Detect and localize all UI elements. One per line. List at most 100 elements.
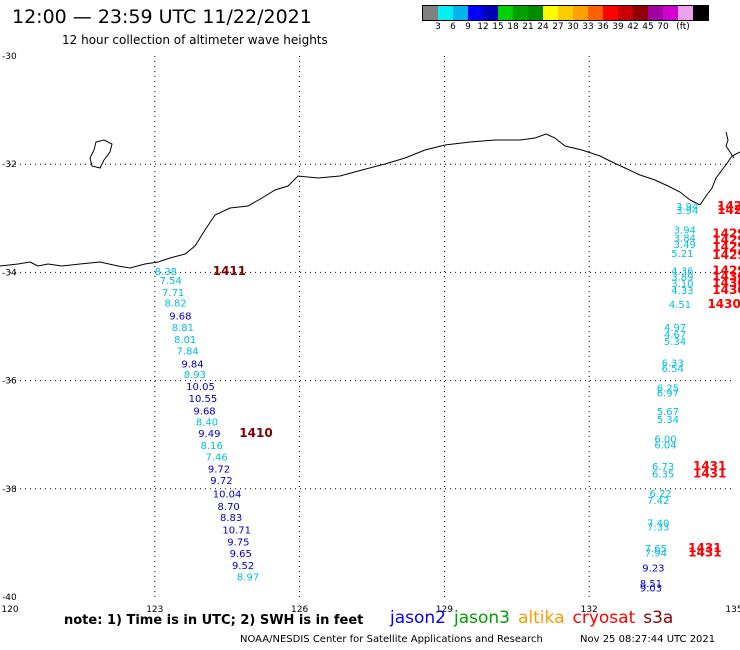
wave-height-value: 6.25 [657,384,679,395]
wave-height-value: 10.55 [189,394,218,405]
legend-label: 45 [642,22,654,32]
legend-swatch-10 [573,6,588,20]
lat-lon-grid [10,56,734,597]
legend-label: 15 [492,22,504,32]
legend-swatch-6 [513,6,528,20]
footer-date: Nov 25 08:27:44 UTC 2021 [580,634,716,645]
wave-height-value: 3.94 [676,206,698,217]
legend-swatch-0 [423,6,438,20]
legend-label: 21 [522,22,534,32]
pass-label: 1411 [213,264,246,278]
lat-tick-label: -34 [2,268,17,278]
wave-height-value: 8.70 [218,502,240,513]
wave-height-value: 8.40 [196,417,218,428]
wave-height-value: 8.51 [640,579,662,590]
wave-height-value: 9.68 [169,311,191,322]
pass-label: 1431 [693,459,726,473]
lat-tick-label: -40 [2,593,17,603]
legend-label: 3 [435,22,441,32]
wave-height-value: 5.34 [657,415,679,426]
lon-tick-label: 120 [1,605,18,615]
wave-height-value: 8.97 [237,573,259,584]
wave-height-value: 6.73 [652,462,674,473]
legend-swatch-18 [693,6,708,20]
satellite-altika: altika [518,608,565,628]
wave-height-value: 7.84 [177,347,199,358]
wave-height-value: 6.22 [650,489,672,500]
track-east: 3.943.943.943.843.495.214.363.893.104.33… [640,202,698,594]
pass-label: 1431 [688,541,721,555]
wave-height-value: 8.81 [172,323,194,334]
wave-height-value: 6.00 [654,434,676,445]
lat-tick-label: -36 [2,377,17,387]
wave-height-value: 3.94 [674,226,696,237]
lon-tick-label: 129 [436,605,453,615]
spencer-gulf-coast [725,131,735,159]
pass-label: 1430 [712,269,740,283]
wave-height-value: 6.97 [657,388,679,399]
wave-height-value: 8.01 [174,335,196,346]
pass-label: 1429 [717,199,740,213]
legend-swatch-5 [498,6,513,20]
legend-swatch-15 [648,6,663,20]
footer-credit: NOAA/NESDIS Center for Satellite Applica… [240,634,543,645]
pass-number-labels: 1411141014291429142914291429142914291430… [213,199,740,559]
wave-height-value: 9.23 [642,563,664,574]
wave-height-value: 7.65 [645,544,667,555]
legend-swatch-1 [438,6,453,20]
pass-label: 1429 [712,227,740,241]
wave-height-value: 9.84 [181,359,203,370]
lon-tick-label: 135 [725,605,740,615]
satellite-s3a: s3a [643,608,674,628]
pass-label: 1431 [693,467,726,481]
wave-height-value: 3.84 [674,233,696,244]
legend-swatch-14 [633,6,648,20]
wave-height-value: 7.42 [647,496,669,507]
wave-height-value: 7.71 [162,288,184,299]
legend-label: 9 [465,22,471,32]
legend-label: 6 [450,22,456,32]
legend-label: 24 [537,22,549,32]
legend-label: 30 [567,22,579,32]
wave-height-value: 9.65 [230,549,252,560]
wave-height-value: 8.82 [164,298,186,309]
lon-tick-label: 126 [291,605,308,615]
color-scale-labels: 3 6 9 12 15 18 21 24 27 30 33 36 39 42 45 70 (ft) [422,22,722,34]
wave-height-value: 3.89 [671,272,693,283]
wave-height-value: 5.21 [671,249,693,260]
legend-label: 39 [612,22,624,32]
legend-swatch-17 [678,6,693,20]
wave-height-value: 4.51 [669,300,691,311]
wave-height-value: 3.49 [674,240,696,251]
pass-label: 1429 [717,203,740,217]
wave-height-value: 10.05 [186,382,215,393]
wave-height-value: 9.49 [198,429,220,440]
legend-swatch-7 [528,6,543,20]
pass-label: 1430 [712,283,740,297]
wave-height-value: 9.75 [227,537,249,548]
eyre-peninsula-coast [699,151,740,206]
satellite-legend: jason2 jason3 altika cryosat s3a [390,608,673,628]
wave-height-value: 6.33 [662,358,684,369]
wave-height-value: 7.33 [647,522,669,533]
wave-height-value: 9.72 [208,464,230,475]
legend-label: 42 [627,22,639,32]
wave-height-value: 6.54 [662,364,684,375]
wave-height-value: 5.67 [657,407,679,418]
wave-height-value: 5.34 [664,337,686,348]
legend-swatch-13 [618,6,633,20]
legend-label: 12 [477,22,489,32]
wave-height-value: 7.40 [647,518,669,529]
legend-label: 70 [657,22,669,32]
pass-label: 1430 [707,297,740,311]
wave-height-value: 3.94 [676,202,698,213]
legend-label: 33 [582,22,594,32]
pass-label: 1430 [712,276,740,290]
lat-tick-label: -38 [2,485,17,495]
wave-height-value: 7.94 [645,548,667,559]
pass-label: 1429 [712,248,740,262]
legend-swatch-8 [543,6,558,20]
wave-height-value: 3.10 [671,279,693,290]
legend-swatch-2 [453,6,468,20]
wave-height-value: 10.71 [222,525,251,536]
